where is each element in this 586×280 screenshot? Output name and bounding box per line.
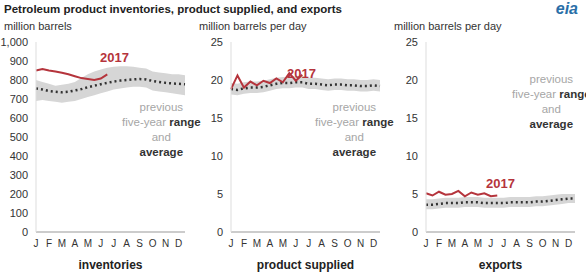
html-text:inventories: inventories bbox=[78, 258, 143, 272]
svg-text:N: N bbox=[162, 238, 169, 249]
svg-text:N: N bbox=[357, 238, 364, 249]
svg-text:O: O bbox=[344, 238, 352, 249]
svg-text:0: 0 bbox=[217, 226, 223, 238]
svg-text:800: 800 bbox=[10, 74, 28, 86]
html-text:million barrels per day: million barrels per day bbox=[394, 20, 502, 32]
svg-text:A: A bbox=[267, 238, 274, 249]
html-text:five-year: five-year bbox=[512, 88, 557, 100]
svg-text:S: S bbox=[136, 238, 143, 249]
html-text:million barrels: million barrels bbox=[4, 20, 72, 32]
svg-text:F: F bbox=[46, 238, 52, 249]
html-text:average: average bbox=[529, 118, 573, 130]
svg-text:J: J bbox=[293, 238, 298, 249]
svg-text:900: 900 bbox=[10, 55, 28, 67]
svg-text:25: 25 bbox=[211, 36, 223, 48]
html-text:2017: 2017 bbox=[486, 176, 515, 191]
svg-text:A: A bbox=[513, 238, 520, 249]
html-text:and: and bbox=[541, 103, 561, 115]
html-text:previous: previous bbox=[529, 73, 573, 85]
html-text:eia: eia bbox=[555, 0, 578, 17]
svg-text:J: J bbox=[34, 238, 39, 249]
svg-text:A: A bbox=[72, 238, 79, 249]
svg-text:F: F bbox=[436, 238, 442, 249]
html-text:2017: 2017 bbox=[287, 66, 316, 81]
html-text:million barrels per day: million barrels per day bbox=[199, 20, 307, 32]
svg-text:M: M bbox=[474, 238, 482, 249]
svg-text:J: J bbox=[488, 238, 493, 249]
svg-text:15: 15 bbox=[406, 112, 418, 124]
html-text:average: average bbox=[332, 146, 376, 158]
html-text:2017: 2017 bbox=[100, 50, 129, 65]
svg-text:10: 10 bbox=[406, 150, 418, 162]
svg-text:15: 15 bbox=[211, 112, 223, 124]
svg-text:25: 25 bbox=[406, 36, 418, 48]
svg-text:A: A bbox=[462, 238, 469, 249]
html-text:and: and bbox=[151, 131, 171, 143]
svg-text:D: D bbox=[175, 238, 182, 249]
html-text:five-year range: five-year range bbox=[122, 116, 201, 128]
svg-text:M: M bbox=[448, 238, 456, 249]
svg-text:400: 400 bbox=[10, 150, 28, 162]
svg-text:M: M bbox=[58, 238, 66, 249]
svg-text:M: M bbox=[253, 238, 261, 249]
svg-text:F: F bbox=[241, 238, 247, 249]
svg-text:J: J bbox=[501, 238, 506, 249]
svg-text:O: O bbox=[539, 238, 547, 249]
svg-text:N: N bbox=[552, 238, 559, 249]
svg-text:0: 0 bbox=[22, 226, 28, 238]
svg-text:S: S bbox=[331, 238, 338, 249]
svg-text:20: 20 bbox=[211, 74, 223, 86]
html-text:exports: exports bbox=[478, 258, 523, 272]
svg-text:200: 200 bbox=[10, 188, 28, 200]
svg-text:500: 500 bbox=[10, 131, 28, 143]
svg-text:700: 700 bbox=[10, 93, 28, 105]
svg-text:100: 100 bbox=[10, 207, 28, 219]
html-text:previous: previous bbox=[139, 101, 183, 113]
svg-text:A: A bbox=[318, 238, 325, 249]
svg-text:5: 5 bbox=[217, 188, 223, 200]
svg-text:M: M bbox=[279, 238, 287, 249]
html-text:and: and bbox=[344, 131, 364, 143]
svg-text:O: O bbox=[149, 238, 157, 249]
html-text:product supplied: product supplied bbox=[256, 258, 355, 272]
svg-text:10: 10 bbox=[211, 150, 223, 162]
svg-text:J: J bbox=[229, 238, 234, 249]
svg-text:J: J bbox=[306, 238, 311, 249]
html-text:five-year range: five-year range bbox=[315, 116, 394, 128]
svg-text:M: M bbox=[84, 238, 92, 249]
svg-text:0: 0 bbox=[412, 226, 418, 238]
html-text:previous: previous bbox=[332, 101, 376, 113]
html-text:Petroleum product inventories,: Petroleum product inventories, product s… bbox=[4, 3, 342, 15]
svg-text:J: J bbox=[424, 238, 429, 249]
svg-text:5: 5 bbox=[412, 188, 418, 200]
svg-text:A: A bbox=[123, 238, 130, 249]
html-text:average: average bbox=[139, 146, 183, 158]
svg-text:J: J bbox=[111, 238, 116, 249]
svg-text:J: J bbox=[98, 238, 103, 249]
svg-text:600: 600 bbox=[10, 112, 28, 124]
svg-text:S: S bbox=[526, 238, 533, 249]
svg-text:D: D bbox=[370, 238, 377, 249]
svg-text:D: D bbox=[565, 238, 572, 249]
svg-text:300: 300 bbox=[10, 169, 28, 181]
svg-text:1,000: 1,000 bbox=[8, 36, 28, 48]
svg-text:20: 20 bbox=[406, 74, 418, 86]
